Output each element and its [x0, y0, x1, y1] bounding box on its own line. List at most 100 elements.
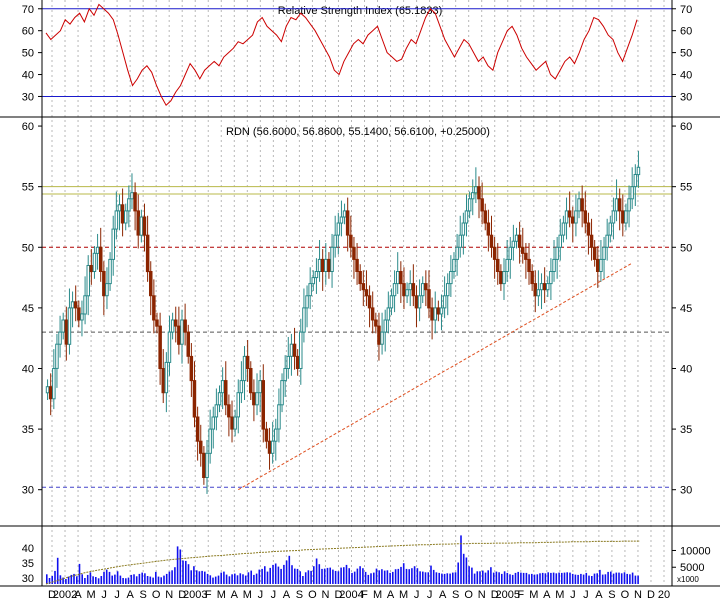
candle-body	[102, 271, 106, 297]
volume-bar	[155, 571, 157, 584]
candle-body	[377, 325, 381, 345]
candle-body	[333, 234, 337, 248]
volume-bar	[65, 579, 67, 584]
volume-bar	[258, 569, 261, 584]
volume-bar	[503, 571, 506, 584]
volume-bar	[487, 570, 489, 584]
volume-bar	[580, 573, 582, 584]
volume-bar	[351, 572, 353, 584]
volume-bar	[220, 572, 222, 584]
candle-body	[427, 289, 431, 309]
volume-tick-label-right: 10000	[680, 545, 711, 557]
candle-body	[161, 368, 165, 394]
candle-body	[471, 192, 475, 200]
x-tick-label: D	[334, 589, 342, 601]
x-tick-label: D	[647, 589, 655, 601]
price-tick-label-left: 35	[22, 424, 34, 436]
volume-bar	[607, 571, 609, 584]
candle-body	[108, 258, 112, 285]
x-tick-label: N	[165, 589, 173, 601]
volume-bar	[239, 573, 242, 584]
candle-body	[239, 380, 244, 394]
volume-bar	[566, 572, 568, 584]
volume-bar	[552, 572, 555, 584]
candle-body	[83, 295, 87, 315]
volume-bar	[531, 573, 533, 584]
price-panel: RDN (56.6000, 56.8600, 55.1400, 56.6100,…	[22, 121, 693, 497]
volume-bar	[337, 571, 340, 584]
volume-bar	[274, 563, 277, 584]
volume-bar	[125, 578, 127, 584]
candle-body	[464, 210, 469, 224]
volume-bar	[563, 572, 566, 584]
volume-bar	[449, 573, 451, 584]
candle-body	[73, 301, 78, 309]
volume-bar	[329, 567, 331, 584]
volume-bar	[490, 567, 492, 584]
volume-bar	[501, 573, 503, 584]
support-trendline	[238, 262, 633, 491]
price-tick-label-right: 55	[680, 182, 692, 194]
volume-bar	[160, 577, 162, 584]
candle-body	[599, 258, 603, 272]
candle-body	[480, 198, 484, 212]
candle-body	[571, 216, 575, 224]
candle-body	[627, 198, 631, 212]
x-tick-label: M	[399, 589, 408, 601]
volume-bar	[348, 568, 350, 584]
panel-frames	[0, 0, 720, 587]
volume-bar	[190, 570, 192, 584]
candle-body	[355, 258, 359, 272]
candle-body	[533, 283, 537, 297]
candle-body	[517, 234, 522, 248]
candle-body	[345, 210, 350, 236]
price-tick-label-right: 60	[680, 121, 692, 133]
candle-body	[564, 210, 569, 224]
volume-bar	[386, 570, 389, 584]
candle-body	[336, 222, 341, 236]
volume-bar	[637, 575, 639, 584]
rsi-tick-label-right: 40	[680, 70, 692, 82]
price-tick-label-left: 50	[22, 242, 34, 254]
candle-body	[214, 404, 219, 418]
volume-bar	[495, 571, 498, 584]
volume-bar	[204, 571, 206, 584]
candle-body	[61, 319, 65, 333]
volume-panel: x1000 5000 10000 30 35 40	[22, 535, 711, 585]
candle-body	[299, 331, 303, 370]
price-tick-label-left: 30	[22, 485, 34, 497]
candle-body	[70, 301, 75, 309]
volume-bar	[86, 574, 89, 584]
volume-bar	[623, 572, 626, 584]
volume-bar	[468, 566, 470, 584]
candle-body	[274, 428, 278, 442]
volume-bar	[165, 573, 168, 584]
x-tick-label: O	[464, 589, 473, 601]
x-tick-label: A	[387, 589, 395, 601]
rsi-tick-label-right: 50	[680, 48, 692, 60]
volume-bar	[555, 573, 558, 584]
volume-bar	[323, 568, 326, 584]
volume-bar	[127, 577, 130, 584]
candle-body	[408, 283, 412, 291]
volume-bar	[291, 565, 293, 584]
x-tick-label: 2002	[53, 589, 77, 601]
candle-body	[227, 404, 231, 418]
candle-body	[124, 210, 128, 224]
x-tick-label: M	[529, 589, 538, 601]
candle-body	[139, 216, 144, 236]
x-tick-label: 2003	[183, 589, 207, 601]
volume-bar	[419, 571, 421, 584]
volume-bar	[84, 578, 86, 584]
volume-bar	[163, 575, 165, 584]
candle-body	[383, 319, 387, 333]
x-tick-label: 2004	[339, 589, 363, 601]
candle-body	[364, 289, 369, 297]
rsi-tick-label-left: 60	[22, 26, 34, 38]
candle-body	[67, 307, 72, 345]
candle-body	[496, 258, 500, 272]
volume-bar	[70, 574, 73, 584]
volume-bar	[266, 571, 269, 584]
volume-tick-label-right: 5000	[680, 562, 704, 574]
price-tick-label-right: 35	[680, 424, 692, 436]
